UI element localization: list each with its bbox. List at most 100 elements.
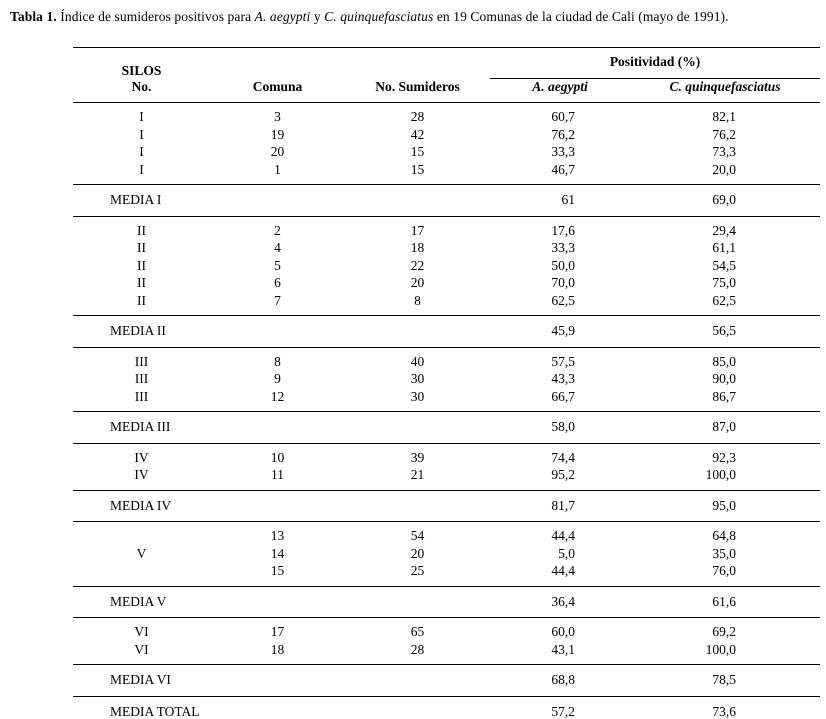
aegypti-cell: 95,2 — [551, 467, 575, 482]
aegypti-cell: 60,0 — [551, 624, 575, 639]
sumideros-cell: 28 — [410, 109, 425, 124]
media-body-1: MEDIA I 61 69,0 — [73, 184, 821, 217]
table-row: II 7 8 62,5 62,5 — [73, 292, 820, 316]
header-positividad: Positividad (%) — [490, 47, 821, 79]
media-label: MEDIA V — [73, 585, 490, 618]
quinquefasciatus-cell: 20,0 — [712, 161, 737, 177]
header-quinquefasciatus: C. quinquefasciatus — [630, 78, 821, 103]
quinquefasciatus-cell: 75,0 — [712, 275, 737, 290]
table-row: III 9 30 43,3 90,0 — [73, 370, 820, 388]
aegypti-cell: 5,0 — [558, 545, 575, 561]
aegypti-cell: 33,3 — [551, 144, 575, 159]
silos-cell: III — [134, 353, 149, 369]
silos-cell — [73, 562, 210, 586]
comuna-cell: 13 — [270, 528, 285, 543]
comuna-cell: 3 — [274, 109, 281, 124]
table-row: II 6 20 70,0 75,0 — [73, 274, 820, 292]
media-row: MEDIA II 45,9 56,5 — [73, 315, 821, 348]
silos-cell: III — [134, 371, 149, 386]
media-total-quinquefasciatus-value: 73,6 — [630, 695, 821, 719]
sumideros-cell: 15 — [410, 144, 425, 159]
silos-cell: II — [137, 257, 146, 273]
species-name-aegypti: A. aegypti — [254, 9, 311, 24]
sumideros-cell: 21 — [410, 467, 425, 482]
aegypti-cell: 76,2 — [551, 126, 575, 142]
silos-cell: II — [137, 275, 146, 290]
quinquefasciatus-cell: 64,8 — [712, 528, 737, 543]
aegypti-cell: 33,3 — [551, 240, 575, 255]
header-row-2: A. aegypti C. quinquefasciatus — [73, 78, 821, 103]
media-label: MEDIA II — [73, 315, 490, 348]
table-row: I 3 28 60,7 82,1 — [73, 103, 820, 126]
media-quinquefasciatus-value: 61,6 — [630, 585, 821, 618]
table-row: I 20 15 33,3 73,3 — [73, 143, 820, 161]
comuna-cell: 8 — [274, 353, 281, 369]
comuna-cell: 2 — [274, 222, 281, 238]
silos-cell: II — [137, 222, 146, 238]
comuna-cell: 6 — [274, 275, 281, 290]
silos-cell: I — [139, 144, 144, 159]
quinquefasciatus-cell: 82,1 — [712, 109, 737, 124]
media-row: MEDIA I 61 69,0 — [73, 184, 821, 217]
media-body-2: MEDIA II 45,9 56,5 — [73, 315, 821, 348]
sumideros-cell: 42 — [410, 126, 425, 142]
sumideros-cell: 28 — [410, 641, 425, 657]
aegypti-cell: 60,7 — [551, 109, 575, 124]
sumideros-cell: 65 — [410, 624, 425, 639]
sumideros-cell: 15 — [410, 161, 425, 177]
table-row: II 5 22 50,0 54,5 — [73, 257, 820, 275]
comuna-cell: 12 — [270, 388, 285, 404]
comuna-cell: 4 — [274, 240, 281, 255]
comuna-cell: 5 — [274, 257, 281, 273]
table-title-text-1: Índice de sumideros positivos para — [56, 9, 255, 24]
media-quinquefasciatus-value: 56,5 — [630, 315, 821, 348]
silos-cell: II — [137, 240, 146, 255]
sumideros-cell: 8 — [414, 292, 421, 308]
sumideros-cell: 17 — [410, 222, 425, 238]
silos-group-5: 13 54 44,4 64,8 V 14 20 5,0 35,0 15 25 44,4 76,0 — [73, 522, 820, 587]
comuna-cell: 18 — [270, 641, 285, 657]
sumideros-cell: 22 — [410, 257, 425, 273]
comuna-cell: 9 — [274, 371, 281, 386]
sumideros-cell: 20 — [410, 275, 425, 290]
sumideros-cell: 30 — [410, 371, 425, 386]
media-aegypti-value: 68,8 — [490, 664, 630, 697]
comuna-cell: 7 — [274, 292, 281, 308]
quinquefasciatus-cell: 76,0 — [712, 563, 737, 578]
quinquefasciatus-cell: 76,2 — [712, 126, 737, 142]
media-body-4: MEDIA IV 81,7 95,0 — [73, 489, 821, 522]
table-title: Tabla 1. Índice de sumideros positivos p… — [10, 8, 826, 26]
table-row: III 12 30 66,7 86,7 — [73, 388, 820, 412]
table-row: III 8 40 57,5 85,0 — [73, 347, 820, 370]
aegypti-cell: 66,7 — [551, 388, 575, 404]
aegypti-cell: 44,4 — [551, 563, 575, 578]
table-row: II 2 17 17,6 29,4 — [73, 216, 820, 239]
media-quinquefasciatus-value: 69,0 — [630, 184, 821, 217]
media-quinquefasciatus-value: 95,0 — [630, 489, 821, 522]
silos-cell: I — [139, 161, 144, 177]
aegypti-cell: 70,0 — [551, 275, 575, 290]
aegypti-cell: 43,3 — [551, 371, 575, 386]
silos-group-1: I 3 28 60,7 82,1 I 19 42 76,2 76,2 I 20 15 33,3 73,3 I 1… — [73, 103, 820, 185]
media-total-label: MEDIA TOTAL — [73, 695, 490, 719]
aegypti-cell: 57,5 — [551, 353, 575, 369]
aegypti-cell: 50,0 — [551, 257, 575, 273]
header-sumideros: No. Sumideros — [345, 47, 490, 103]
media-quinquefasciatus-value: 87,0 — [630, 411, 821, 444]
quinquefasciatus-cell: 69,2 — [712, 624, 737, 639]
silos-cell: IV — [134, 467, 149, 482]
aegypti-cell: 46,7 — [551, 161, 575, 177]
media-row: MEDIA IV 81,7 95,0 — [73, 489, 821, 522]
media-label: MEDIA I — [73, 184, 490, 217]
table-row: II 4 18 33,3 61,1 — [73, 239, 820, 257]
comuna-cell: 19 — [270, 126, 285, 142]
table-row: IV 10 39 74,4 92,3 — [73, 443, 820, 466]
media-aegypti-value: 61 — [490, 184, 630, 217]
quinquefasciatus-cell: 92,3 — [712, 449, 737, 465]
silos-cell: III — [134, 388, 149, 404]
quinquefasciatus-cell: 86,7 — [712, 388, 737, 404]
media-aegypti-value: 36,4 — [490, 585, 630, 618]
table-title-label: Tabla 1. — [10, 9, 57, 24]
quinquefasciatus-cell: 100,0 — [705, 467, 737, 482]
quinquefasciatus-cell: 85,0 — [712, 353, 737, 369]
